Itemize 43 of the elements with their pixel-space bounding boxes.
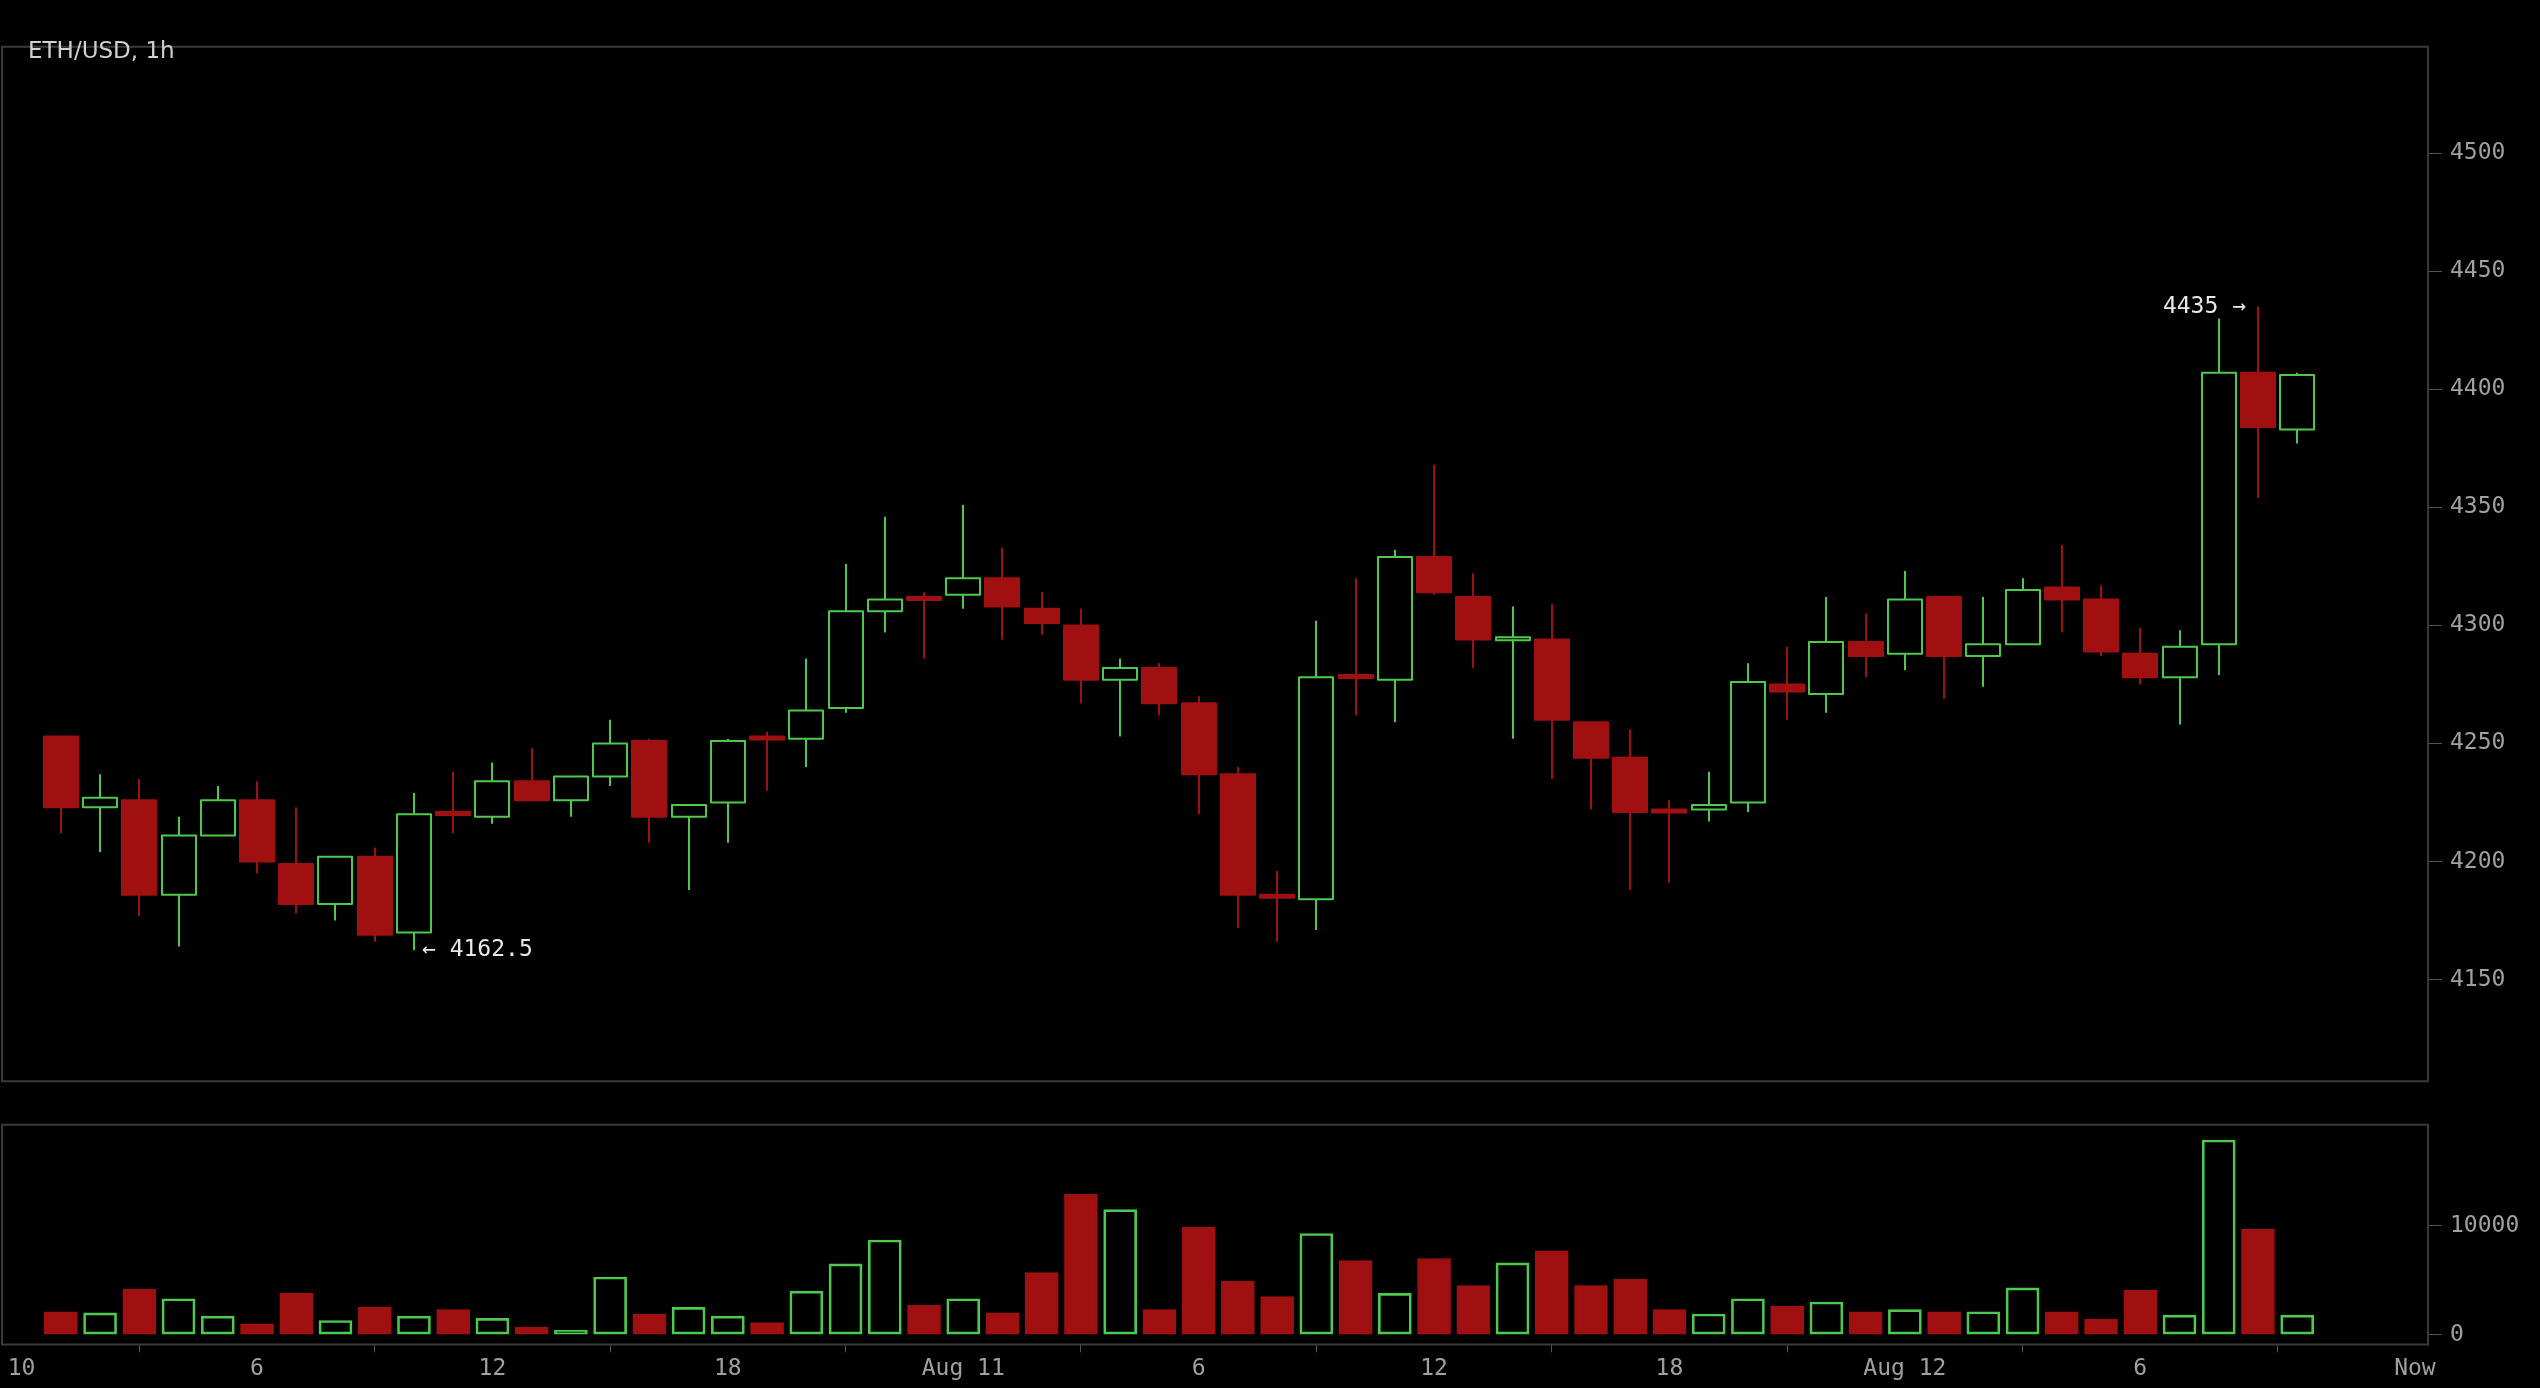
- annotation: ← 4162.5: [421, 935, 533, 962]
- candlestick: [1455, 572, 1491, 669]
- candlestick: [121, 777, 157, 917]
- candlestick: [1808, 596, 1844, 714]
- x-tick-label: Aug 12: [1863, 1354, 1947, 1381]
- candlestick: [788, 657, 824, 769]
- x-tick-label: 6: [1191, 1354, 1206, 1381]
- y-tick-label: 4350: [2450, 492, 2506, 519]
- candlestick: [984, 546, 1020, 641]
- candlestick: [1298, 619, 1334, 932]
- candlestick: [1495, 605, 1531, 740]
- chart-title: ETH/USD, 1h: [28, 36, 175, 63]
- candlestick: [1063, 607, 1099, 705]
- candlestick: [82, 773, 118, 854]
- candlestick: [2201, 317, 2237, 676]
- y-tick-label: 4200: [2450, 846, 2506, 873]
- x-tick-label: 18: [1655, 1354, 1684, 1381]
- y-tick-label: 4250: [2450, 728, 2506, 755]
- x-tick-label: Now: [2394, 1354, 2436, 1381]
- x-tick-label: Aug 11: [921, 1354, 1005, 1381]
- y-tick-label: 4150: [2450, 964, 2506, 991]
- candlestick: [1102, 657, 1138, 738]
- candlestick: [1612, 728, 1648, 891]
- x-tick-label: 12: [1420, 1354, 1448, 1381]
- candlestick: [1965, 596, 2001, 688]
- x-tick-label: 6: [2133, 1354, 2148, 1381]
- y-tick-label: 4400: [2450, 374, 2506, 401]
- candlestick: [867, 515, 903, 634]
- x-tick-label: 18: [713, 1354, 742, 1381]
- candlestick: [2162, 629, 2198, 726]
- y-tick-label: 0: [2450, 1319, 2464, 1346]
- candlestick: [1887, 570, 1923, 672]
- y-tick-label: 10000: [2450, 1210, 2520, 1237]
- x-tick-label: 6: [250, 1354, 264, 1381]
- candlestick: [1534, 603, 1570, 780]
- annotation: 4435 →: [2162, 291, 2247, 318]
- x-tick-label: 10: [7, 1354, 36, 1381]
- y-tick-label: 4500: [2450, 138, 2506, 165]
- candlestick: [161, 815, 197, 948]
- candlestick: [945, 503, 981, 610]
- y-tick-label: 4450: [2450, 256, 2506, 283]
- x-tick-label: 12: [478, 1354, 507, 1381]
- y-tick-label: 4300: [2450, 610, 2506, 637]
